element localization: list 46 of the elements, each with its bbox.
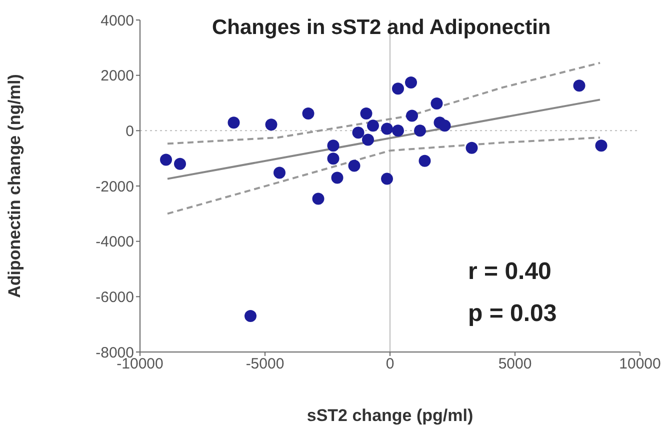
point — [360, 108, 372, 120]
line-series — [166, 62, 601, 145]
point — [406, 110, 418, 122]
point — [331, 172, 344, 184]
point — [367, 120, 379, 132]
point — [160, 154, 172, 166]
line-series — [166, 136, 601, 215]
point — [381, 172, 393, 185]
point — [414, 124, 426, 137]
point — [228, 116, 240, 129]
point — [392, 124, 404, 137]
point — [405, 76, 417, 89]
point — [244, 310, 256, 322]
point — [595, 140, 608, 152]
point — [573, 80, 586, 92]
x-tick-label: 0 — [386, 356, 394, 373]
point — [348, 160, 360, 172]
chart-title: Changes in sST2 and Adiponectin — [212, 16, 551, 40]
point — [312, 192, 324, 205]
y-axis-title: Adiponectin change (ng/ml) — [5, 74, 24, 298]
point — [381, 122, 393, 135]
point — [327, 152, 340, 165]
y-tick-label: -2000 — [96, 178, 134, 196]
point — [418, 154, 431, 167]
point — [392, 82, 404, 95]
point — [430, 98, 443, 110]
y-tick-label: 2000 — [100, 68, 134, 85]
annotation: p = 0.03 — [468, 300, 557, 328]
point — [274, 166, 286, 179]
point — [438, 120, 451, 132]
y-tick-label: 4000 — [100, 12, 134, 30]
x-axis-title: sST2 change (pg/ml) — [306, 406, 474, 425]
point — [466, 142, 478, 154]
annotation: r = 0.40 — [468, 258, 552, 286]
point — [302, 108, 314, 120]
x-tick-label: 10000 — [619, 356, 661, 373]
x-tick-label: 5000 — [498, 356, 532, 373]
y-tick-label: 0 — [126, 122, 134, 140]
point — [352, 126, 364, 139]
x-tick-label: -5000 — [246, 356, 284, 373]
point — [327, 140, 340, 152]
point — [362, 134, 374, 146]
y-tick-label: -4000 — [96, 234, 134, 251]
point — [265, 118, 278, 131]
point — [174, 158, 186, 170]
y-tick-label: -6000 — [96, 288, 134, 306]
